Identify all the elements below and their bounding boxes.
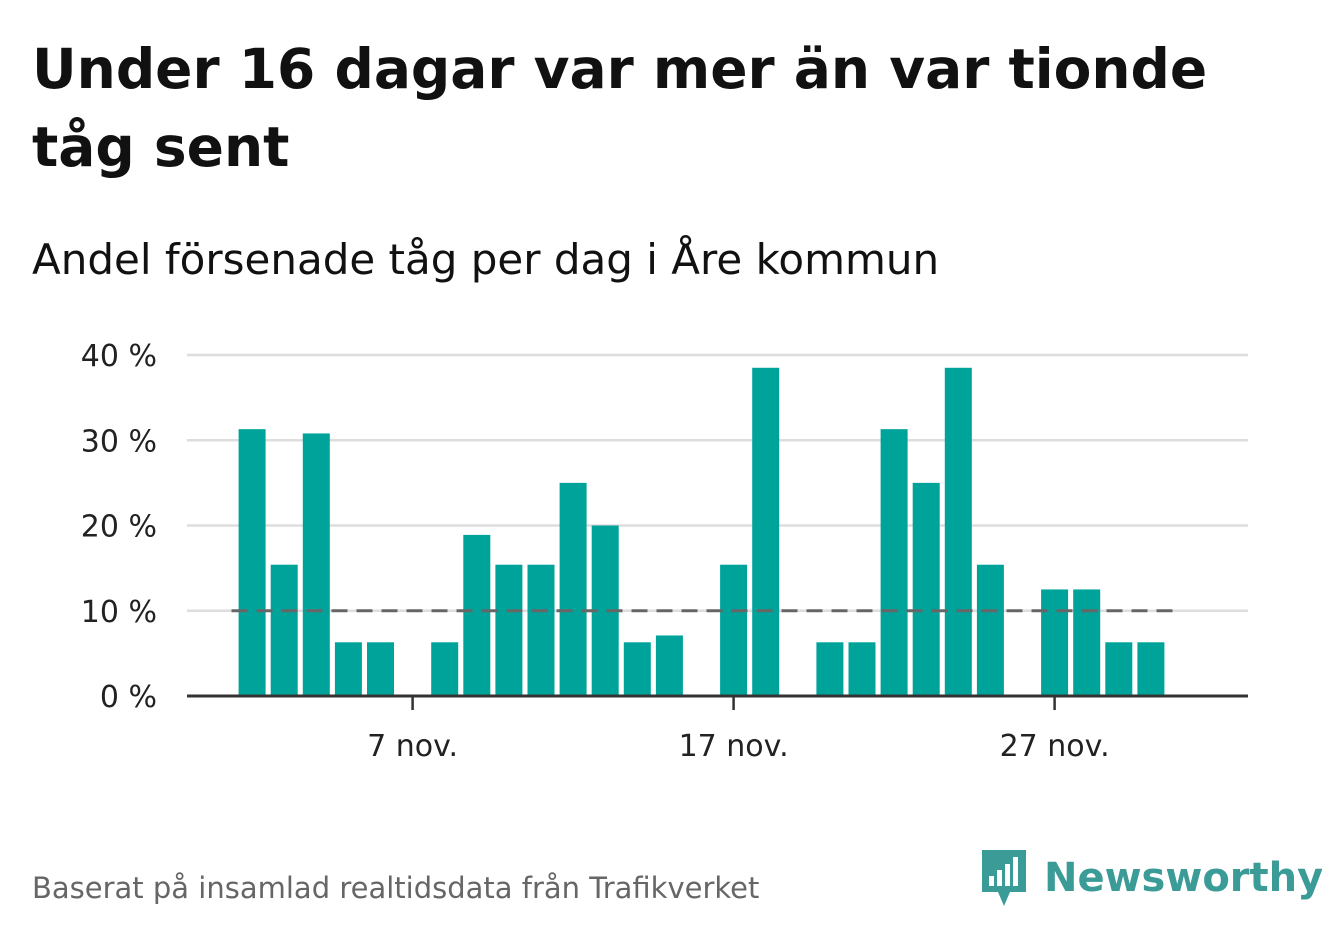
bar-chart-speech-bubble-icon: [982, 850, 1026, 906]
y-tick-label: 40 %: [81, 339, 157, 374]
x-tick-label: 17 nov.: [679, 729, 789, 764]
bars: [238, 367, 1165, 696]
bar: [1073, 589, 1101, 696]
y-tick-label: 20 %: [81, 510, 157, 545]
bar: [238, 429, 266, 696]
bar: [334, 642, 362, 696]
bar: [944, 367, 972, 696]
bar: [1137, 642, 1165, 696]
bar: [976, 564, 1004, 696]
bar: [463, 534, 491, 696]
bar: [527, 564, 555, 696]
bar-chart: 0 % 10 % 20 % 30 % 40 % 7 nov. 17 nov. 27 nov.: [81, 339, 1248, 764]
newsworthy-logo: Newsworthy: [978, 846, 1322, 910]
bar: [1105, 642, 1133, 696]
bar: [431, 642, 459, 696]
x-tick-label: 7 nov.: [367, 729, 458, 764]
brand-name: Newsworthy: [1044, 855, 1322, 901]
chart-title: Under 16 dagar var mer än var tionde tåg…: [32, 37, 1208, 179]
bar: [1041, 589, 1069, 696]
source-note: Baserat på insamlad realtidsdata från Tr…: [32, 871, 760, 905]
bar: [752, 367, 780, 696]
y-tick-label: 10 %: [81, 595, 157, 630]
x-axis: [187, 694, 1248, 710]
bar: [848, 642, 876, 696]
x-axis-labels: 7 nov. 17 nov. 27 nov.: [367, 729, 1110, 764]
chart-subtitle: Andel försenade tåg per dag i Åre kommun: [32, 235, 940, 284]
bar: [495, 564, 523, 696]
x-tick-label: 27 nov.: [1000, 729, 1110, 764]
y-tick-label: 30 %: [81, 424, 157, 459]
bar: [367, 642, 394, 696]
y-axis-labels: 0 % 10 % 20 % 30 % 40 %: [81, 339, 157, 715]
bar: [623, 642, 651, 696]
bar: [655, 635, 683, 696]
bar: [270, 564, 298, 696]
bar: [302, 433, 330, 696]
bar: [559, 482, 587, 696]
bar: [816, 642, 844, 696]
bar: [912, 482, 940, 696]
bar: [880, 429, 908, 696]
y-tick-label: 0 %: [100, 680, 157, 715]
gridlines: [187, 353, 1248, 612]
bar: [720, 564, 748, 696]
